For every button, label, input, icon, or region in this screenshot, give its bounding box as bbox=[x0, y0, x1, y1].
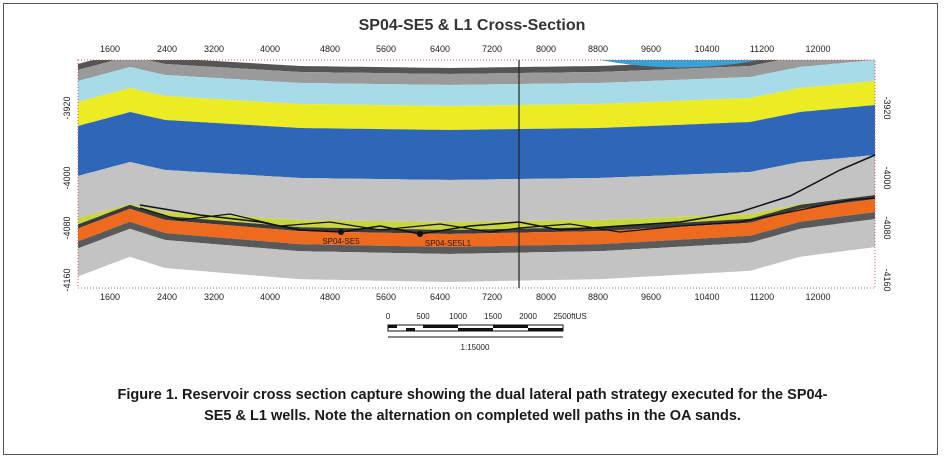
scale-label: 1500 bbox=[484, 312, 502, 321]
x-tick-label: 12000 bbox=[805, 44, 830, 54]
x-tick-label: 1600 bbox=[100, 44, 120, 54]
scale-bar-segment bbox=[528, 328, 563, 331]
x-tick-label: 12000 bbox=[805, 292, 830, 302]
x-tick-label: 4800 bbox=[320, 292, 340, 302]
scale-label: 2000 bbox=[519, 312, 537, 321]
depth-label: -4000 bbox=[882, 166, 892, 189]
scale-label: 1000 bbox=[449, 312, 467, 321]
x-tick-label: 5600 bbox=[376, 292, 396, 302]
x-tick-label: 8000 bbox=[536, 44, 556, 54]
x-tick-label: 11200 bbox=[750, 44, 774, 54]
scale-ratio: 1:15000 bbox=[461, 343, 490, 352]
x-tick-label: 10400 bbox=[694, 44, 719, 54]
x-tick-label: 1600 bbox=[100, 292, 120, 302]
caption-line: SE5 & L1 wells. Note the alternation on … bbox=[20, 406, 925, 427]
x-tick-label: 10400 bbox=[694, 292, 719, 302]
depth-label: -4080 bbox=[62, 216, 72, 239]
x-tick-label: 2400 bbox=[157, 44, 177, 54]
well-label: SP04-SE5 bbox=[322, 237, 360, 246]
x-tick-label: 9600 bbox=[641, 44, 661, 54]
cross-section: SP04-SE5 & L1 Cross-Section SP04-SE5 SP0… bbox=[0, 0, 945, 380]
x-tick-label: 8800 bbox=[588, 292, 608, 302]
scale-label: 500 bbox=[416, 312, 430, 321]
x-tick-label: 9600 bbox=[641, 292, 661, 302]
x-tick-label: 6400 bbox=[430, 44, 450, 54]
scale-bar-segment bbox=[406, 328, 415, 331]
depth-label: -3920 bbox=[882, 96, 892, 119]
x-tick-label: 2400 bbox=[157, 292, 177, 302]
x-tick-label: 4000 bbox=[260, 44, 280, 54]
well-label: SP04-SE5L1 bbox=[425, 239, 472, 248]
caption: Figure 1. Reservoir cross section captur… bbox=[20, 385, 925, 427]
x-tick-label: 5600 bbox=[376, 44, 396, 54]
depth-label: -4000 bbox=[62, 166, 72, 189]
scale-bar: 1:15000 0 500 1000 1500 2000 2500ftUS bbox=[386, 312, 587, 352]
scale-label: 0 bbox=[386, 312, 391, 321]
figure-title: SP04-SE5 & L1 Cross-Section bbox=[359, 17, 586, 34]
depth-label: -4160 bbox=[882, 268, 892, 291]
x-tick-label: 7200 bbox=[482, 44, 502, 54]
x-tick-label: 3200 bbox=[204, 292, 224, 302]
scale-bar-segment bbox=[388, 325, 397, 328]
depth-label: -4160 bbox=[62, 268, 72, 291]
scale-bar-segment bbox=[423, 325, 458, 328]
page: {"figure": { "title": "SP04-SE5 & L1 Cro… bbox=[0, 0, 945, 461]
x-tick-label: 8800 bbox=[588, 44, 608, 54]
layers bbox=[78, 60, 875, 282]
x-tick-label: 6400 bbox=[430, 292, 450, 302]
x-tick-label: 3200 bbox=[204, 44, 224, 54]
depth-label: -4080 bbox=[882, 216, 892, 239]
caption-line: Figure 1. Reservoir cross section captur… bbox=[20, 385, 925, 406]
well-marker bbox=[338, 229, 344, 235]
scale-label: 2500ftUS bbox=[553, 312, 586, 321]
scale-bar-segment bbox=[493, 325, 528, 328]
x-tick-label: 8000 bbox=[536, 292, 556, 302]
x-tick-label: 11200 bbox=[750, 292, 774, 302]
depth-label: -3920 bbox=[62, 96, 72, 119]
well-marker bbox=[417, 231, 423, 237]
x-tick-label: 7200 bbox=[482, 292, 502, 302]
x-tick-label: 4800 bbox=[320, 44, 340, 54]
x-tick-label: 4000 bbox=[260, 292, 280, 302]
scale-bar-segment bbox=[458, 328, 493, 331]
